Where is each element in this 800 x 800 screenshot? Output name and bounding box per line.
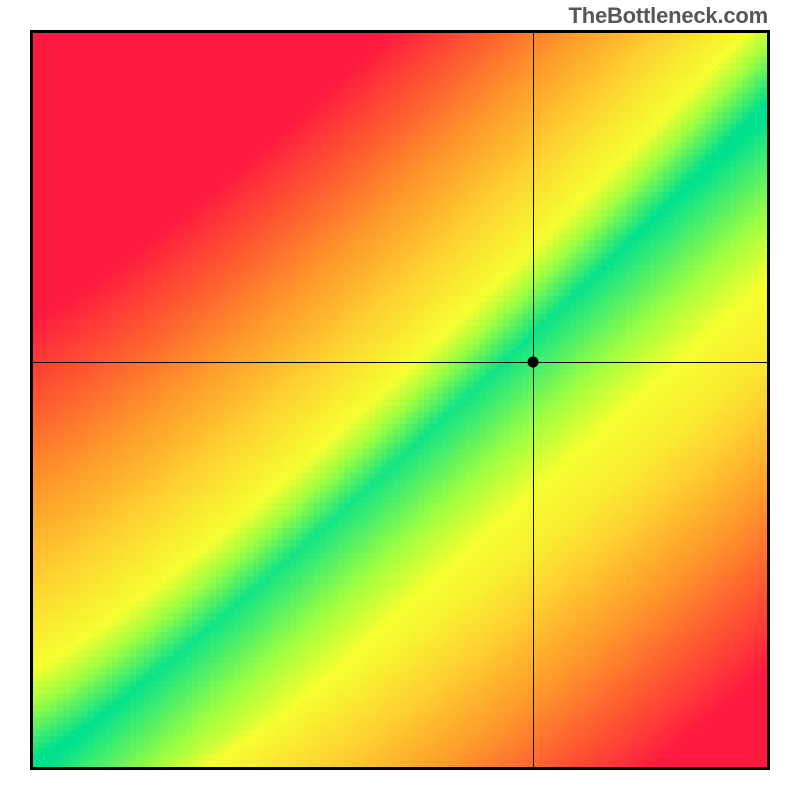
crosshair-horizontal xyxy=(33,362,767,363)
heatmap-canvas xyxy=(33,33,767,767)
bottleneck-heatmap xyxy=(30,30,770,770)
crosshair-vertical xyxy=(533,33,534,767)
attribution-text: TheBottleneck.com xyxy=(568,3,768,29)
marker-dot xyxy=(527,357,538,368)
